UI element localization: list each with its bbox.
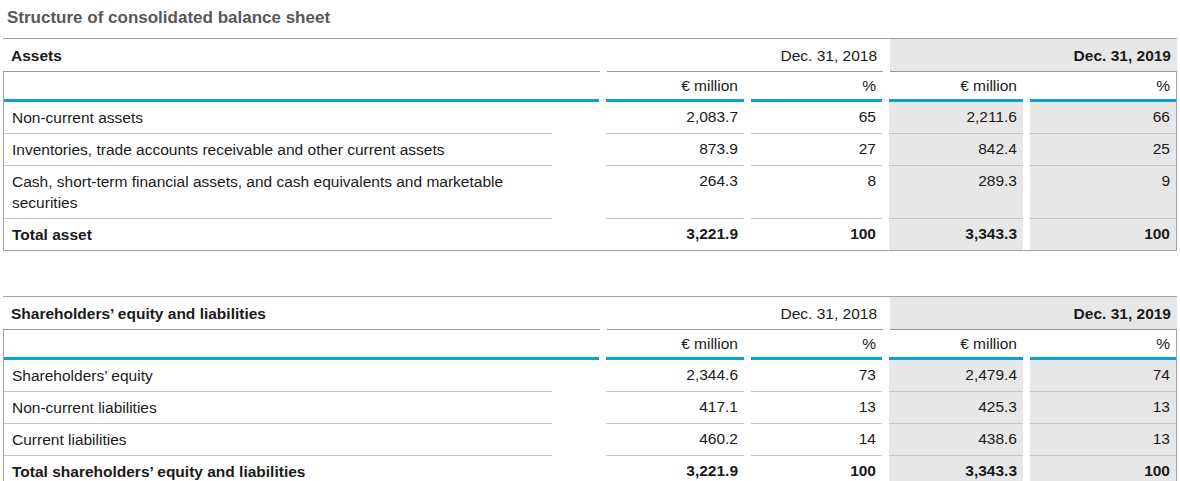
value-2019-percent: 66	[1030, 102, 1176, 134]
value-2019-eur-million: 289.3	[889, 166, 1023, 219]
table-row: Shareholders’ equity 2,344.6732,479.474	[4, 360, 1176, 392]
assets-header-row: Assets Dec. 31, 2018 Dec. 31, 2019	[3, 39, 1177, 72]
column-header-date-2018: Dec. 31, 2018	[607, 39, 883, 72]
value-2019-percent: 25	[1030, 134, 1176, 166]
unit-label-million-2018: € million	[606, 330, 744, 360]
assets-unit-row: € million % € million %	[4, 72, 1176, 102]
unit-spacer	[4, 330, 599, 360]
row-label: Total shareholders’ equity and liabiliti…	[4, 456, 552, 481]
value-2019-eur-million: 3,343.3	[889, 219, 1023, 250]
value-2018-eur-million: 2,083.7	[606, 102, 744, 134]
assets-table-title: Assets	[3, 39, 600, 72]
unit-spacer	[4, 72, 599, 102]
unit-label-million-2018: € million	[606, 72, 744, 102]
value-2019-percent: 74	[1030, 360, 1176, 392]
row-label: Total asset	[4, 219, 552, 250]
value-2018-percent: 65	[751, 102, 882, 134]
unit-label-million-2019: € million	[889, 330, 1023, 360]
value-2018-eur-million: 2,344.6	[606, 360, 744, 392]
equity-unit-row: € million % € million %	[4, 330, 1176, 360]
row-label: Non-current liabilities	[4, 392, 552, 424]
value-2018-percent: 100	[751, 456, 882, 481]
table-row: Total asset3,221.91003,343.3100	[4, 219, 1176, 250]
value-2019-percent: 9	[1030, 166, 1176, 219]
equity-table-body: € million % € million % Shareholders’ eq…	[3, 330, 1177, 481]
value-2019-percent: 100	[1030, 219, 1176, 250]
value-2019-eur-million: 2,479.4	[889, 360, 1023, 392]
unit-label-percent-2019: %	[1030, 330, 1176, 360]
report-page: Structure of consolidated balance sheet …	[0, 0, 1180, 481]
value-2018-percent: 13	[751, 392, 882, 424]
value-2018-eur-million: 417.1	[606, 392, 744, 424]
assets-table: Assets Dec. 31, 2018 Dec. 31, 2019 € mil…	[3, 38, 1177, 251]
unit-label-percent-2018: %	[751, 72, 882, 102]
row-label: Current liabilities	[4, 424, 552, 456]
value-2019-eur-million: 438.6	[889, 424, 1023, 456]
table-row: Inventories, trade accounts receivable a…	[4, 134, 1176, 166]
table-row: Cash, short-term financial assets, and c…	[4, 166, 1176, 219]
value-2019-percent: 13	[1030, 392, 1176, 424]
value-2018-percent: 8	[751, 166, 882, 219]
row-label: Shareholders’ equity	[4, 360, 552, 392]
assets-rows: Non-current assets 2,083.7652,211.666 Inve…	[4, 102, 1176, 250]
value-2018-eur-million: 3,221.9	[606, 456, 744, 481]
page-title: Structure of consolidated balance sheet	[7, 8, 1177, 27]
unit-label-percent-2019: %	[1030, 72, 1176, 102]
value-2018-eur-million: 3,221.9	[606, 219, 744, 250]
value-2019-percent: 13	[1030, 424, 1176, 456]
unit-label-million-2019: € million	[889, 72, 1023, 102]
row-label: Non-current assets	[4, 102, 552, 134]
table-row: Non-current liabilities417.113425.313	[4, 392, 1176, 424]
table-row: Total shareholders’ equity and liabiliti…	[4, 456, 1176, 481]
value-2018-eur-million: 460.2	[606, 424, 744, 456]
row-label: Inventories, trade accounts receivable a…	[4, 134, 552, 166]
table-row: Non-current assets 2,083.7652,211.666	[4, 102, 1176, 134]
value-2019-eur-million: 842.4	[889, 134, 1023, 166]
value-2018-percent: 14	[751, 424, 882, 456]
equity-liabilities-table: Shareholders’ equity and liabilities Dec…	[3, 296, 1177, 481]
equity-table-title: Shareholders’ equity and liabilities	[3, 297, 600, 330]
column-header-date-2019: Dec. 31, 2019	[890, 39, 1177, 72]
column-header-date-2018: Dec. 31, 2018	[607, 297, 883, 330]
assets-table-body: € million % € million % Non-current asse…	[3, 72, 1177, 251]
row-label: Cash, short-term financial assets, and c…	[4, 166, 552, 219]
value-2018-eur-million: 264.3	[606, 166, 744, 219]
value-2019-eur-million: 2,211.6	[889, 102, 1023, 134]
unit-label-percent-2018: %	[751, 330, 882, 360]
value-2018-percent: 100	[751, 219, 882, 250]
value-2019-percent: 100	[1030, 456, 1176, 481]
value-2019-eur-million: 425.3	[889, 392, 1023, 424]
value-2019-eur-million: 3,343.3	[889, 456, 1023, 481]
value-2018-percent: 27	[751, 134, 882, 166]
value-2018-percent: 73	[751, 360, 882, 392]
column-header-date-2019: Dec. 31, 2019	[890, 297, 1177, 330]
equity-header-row: Shareholders’ equity and liabilities Dec…	[3, 297, 1177, 330]
equity-rows: Shareholders’ equity 2,344.6732,479.474 No…	[4, 360, 1176, 481]
value-2018-eur-million: 873.9	[606, 134, 744, 166]
table-row: Current liabilities 460.214438.613	[4, 424, 1176, 456]
